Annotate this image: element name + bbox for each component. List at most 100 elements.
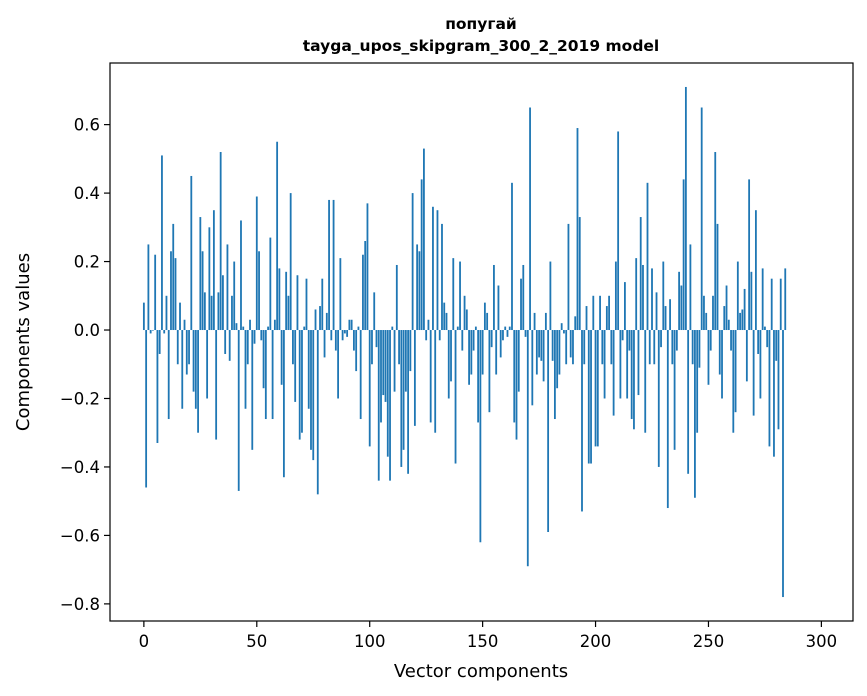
bar-61 (280, 330, 283, 385)
bar-208 (612, 330, 615, 416)
bar-20 (188, 330, 190, 365)
bar-241 (687, 330, 690, 474)
bar-62 (282, 330, 285, 478)
bar-124 (423, 148, 425, 331)
bar-177 (542, 330, 545, 382)
bar-74 (310, 330, 312, 450)
bar-232 (666, 330, 669, 509)
x-tick-label: 0 (139, 632, 150, 651)
y-axis-label: Components values (13, 253, 34, 431)
bar-142 (463, 295, 466, 331)
bar-168 (522, 264, 525, 331)
x-tick-label: 100 (354, 632, 386, 651)
bar-238 (680, 285, 683, 331)
bar-247 (700, 107, 703, 331)
bar-151 (483, 302, 486, 331)
bar-103 (375, 330, 378, 348)
bar-282 (779, 278, 782, 331)
bar-68 (296, 275, 299, 331)
bar-164 (513, 330, 516, 423)
bar-143 (465, 309, 468, 331)
bar-67 (294, 330, 297, 402)
bar-231 (664, 306, 667, 331)
bar-94 (355, 330, 358, 372)
bar-83 (330, 330, 333, 341)
bar-10 (165, 295, 168, 331)
bar-268 (748, 179, 751, 331)
bar-165 (515, 330, 518, 440)
bar-180 (549, 261, 552, 331)
bar-107 (384, 330, 387, 402)
bar-206 (608, 295, 610, 331)
bar-169 (524, 330, 527, 337)
bar-281 (777, 330, 780, 430)
bar-18 (183, 319, 186, 331)
bar-49 (253, 330, 256, 344)
bar-91 (348, 319, 351, 331)
bars-group (142, 86, 787, 598)
bar-95 (357, 326, 360, 331)
bar-17 (181, 330, 184, 409)
bar-108 (386, 330, 389, 457)
bar-152 (486, 312, 489, 331)
bar-199 (592, 295, 595, 331)
x-axis-label: Vector components (394, 661, 568, 682)
bar-128 (432, 206, 434, 331)
bar-125 (425, 330, 428, 341)
bar-5 (154, 254, 157, 331)
bar-31 (212, 210, 215, 331)
bar-4 (152, 330, 154, 331)
y-tick-label: 0.2 (74, 253, 100, 272)
bar-189 (569, 330, 572, 358)
bar-109 (389, 330, 391, 481)
y-tick-label: −0.8 (60, 595, 100, 614)
bar-43 (240, 220, 242, 331)
bar-155 (493, 264, 495, 331)
bar-52 (260, 330, 263, 341)
bar-222 (644, 330, 647, 433)
bar-85 (334, 330, 337, 351)
chart-subtitle: tayga_upos_skipgram_300_2_2019 model (303, 37, 660, 55)
bar-39 (231, 295, 233, 331)
bar-30 (210, 295, 213, 331)
bar-191 (574, 316, 577, 331)
bar-200 (594, 330, 597, 447)
bar-214 (626, 330, 629, 399)
bar-187 (565, 330, 568, 365)
bar-280 (775, 330, 778, 361)
bar-38 (228, 330, 231, 361)
bar-185 (560, 323, 563, 331)
bar-204 (603, 330, 606, 399)
bar-154 (490, 330, 493, 348)
bar-225 (651, 268, 653, 331)
bar-65 (289, 193, 292, 331)
bar-251 (709, 330, 712, 351)
bar-215 (628, 330, 631, 351)
bar-16 (179, 302, 181, 331)
bar-28 (206, 330, 209, 399)
bar-112 (395, 264, 398, 331)
y-axis-ticks: 0.6 0.4 0.2 0.0 −0.2 −0.4 −0.6 −0.8 (60, 116, 110, 614)
bar-170 (526, 330, 529, 567)
bar-19 (185, 330, 188, 375)
bar-99 (366, 203, 369, 331)
bar-188 (567, 223, 570, 331)
bar-150 (481, 330, 484, 375)
bar-159 (502, 330, 504, 341)
x-tick-label: 250 (693, 632, 725, 651)
bar-269 (750, 271, 753, 331)
bar-22 (192, 330, 195, 392)
bar-41 (235, 323, 238, 331)
bar-54 (264, 330, 267, 420)
bar-70 (301, 330, 303, 433)
y-tick-label: −0.2 (60, 389, 100, 408)
bar-176 (540, 330, 543, 361)
bar-207 (610, 330, 613, 365)
bar-84 (332, 199, 335, 331)
bar-274 (761, 268, 764, 331)
bar-130 (436, 210, 439, 331)
bar-96 (359, 330, 362, 420)
bar-37 (226, 244, 229, 331)
bar-42 (237, 330, 240, 491)
bar-211 (619, 330, 622, 399)
